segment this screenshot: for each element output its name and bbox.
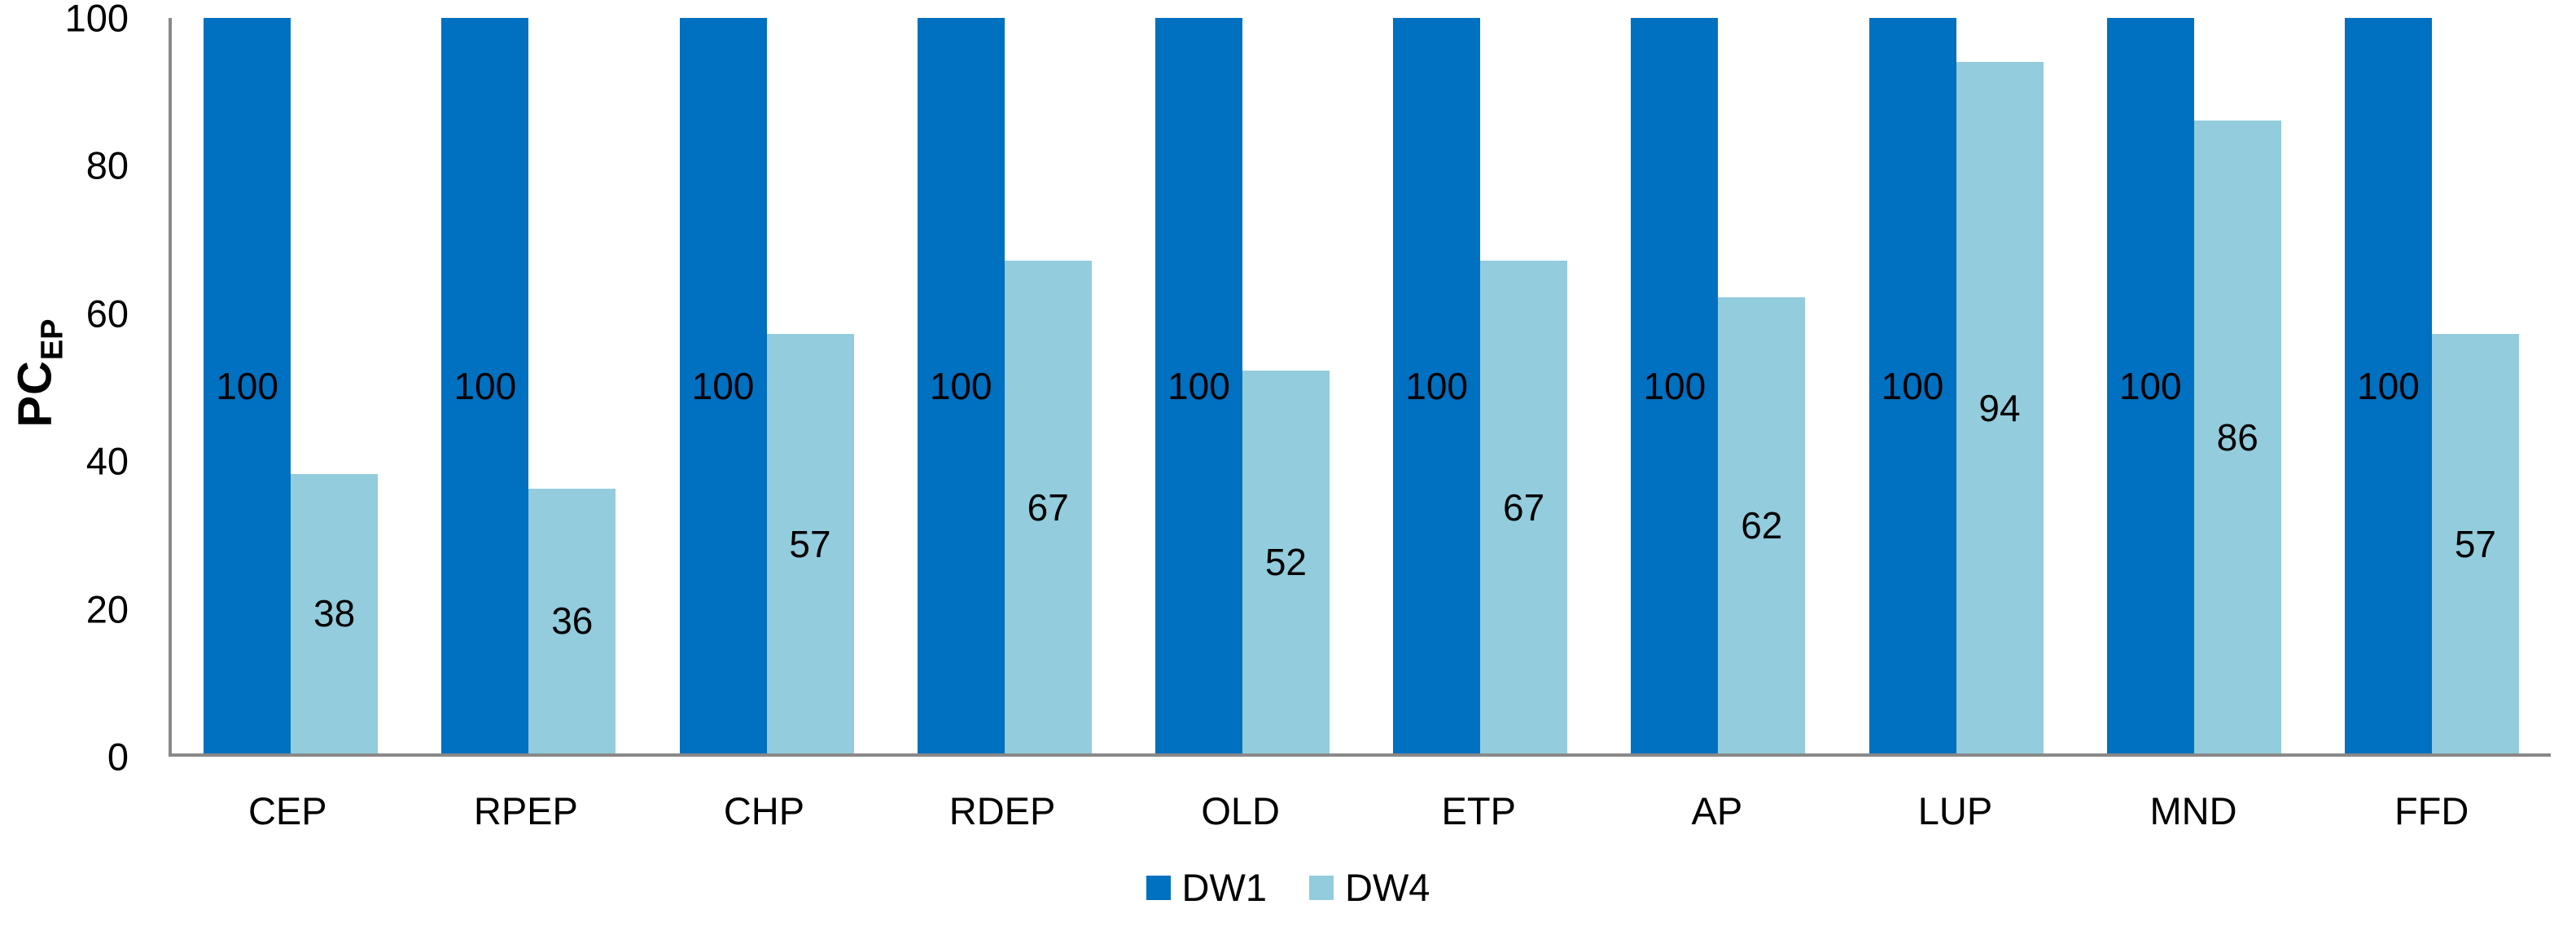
x-tick-label-ap: AP xyxy=(1691,789,1743,832)
x-tick-label-lup: LUP xyxy=(1917,789,1993,832)
bar-group-ap: 100 62 xyxy=(1599,18,1837,753)
x-tick-label-rdep: RDEP xyxy=(948,789,1056,832)
x-tick-label-rpep: RPEP xyxy=(473,789,578,832)
bar-dw1-etp: 100 xyxy=(1393,18,1481,753)
y-tick-label: 80 xyxy=(85,143,129,187)
legend-item-dw4: DW4 xyxy=(1309,868,1430,907)
bar-group-rdep: 100 67 xyxy=(886,18,1124,753)
bar-data-label: 100 xyxy=(216,364,278,407)
y-tick-label: 20 xyxy=(85,587,129,631)
y-tick-label: 0 xyxy=(107,735,129,779)
bar-group-etp: 100 67 xyxy=(1361,18,1599,753)
bar-data-label: 94 xyxy=(1978,386,2021,429)
bar-group-lup: 100 94 xyxy=(1837,18,2074,753)
bar-data-label: 100 xyxy=(1643,364,1706,407)
legend-label: DW1 xyxy=(1181,866,1267,909)
bar-data-label: 100 xyxy=(2118,364,2182,407)
bar-dw4-ap: 62 xyxy=(1718,297,1806,753)
bar-data-label: 100 xyxy=(691,364,755,407)
bar-dw1-cep: 100 xyxy=(204,18,291,753)
y-tick-label: 100 xyxy=(64,0,129,40)
bar-dw4-chp: 57 xyxy=(766,334,854,753)
bar-dw1-rdep: 100 xyxy=(917,18,1005,753)
bar-dw1-ap: 100 xyxy=(1631,18,1719,753)
bar-dw1-old: 100 xyxy=(1154,18,1242,753)
bar-dw1-mnd: 100 xyxy=(2106,18,2194,753)
bar-data-label: 52 xyxy=(1264,541,1307,584)
bar-group-chp: 100 57 xyxy=(647,18,885,753)
bar-data-label: 67 xyxy=(1027,485,1069,529)
bar-dw1-rpep: 100 xyxy=(441,18,529,753)
bar-data-label: 62 xyxy=(1741,504,1783,547)
legend: DW1 DW4 xyxy=(0,868,2576,907)
bar-data-label: 100 xyxy=(929,364,992,407)
x-tick-label-ffd: FFD xyxy=(2394,789,2469,832)
bar-dw4-old: 52 xyxy=(1242,371,1330,753)
bar-data-label: 36 xyxy=(551,599,594,643)
bar-data-label: 86 xyxy=(2216,415,2258,459)
bar-dw1-ffd: 100 xyxy=(2344,18,2432,753)
legend-swatch-icon xyxy=(1309,875,1334,900)
x-tick-label-old: OLD xyxy=(1201,789,1280,832)
legend-swatch-icon xyxy=(1146,875,1171,900)
bar-dw1-lup: 100 xyxy=(1868,18,1956,753)
x-axis-category-labels: CEP RPEP CHP RDEP OLD ETP AP LUP MND FFD xyxy=(169,788,2551,834)
x-tick-label-mnd: MND xyxy=(2149,789,2237,832)
bar-data-label: 67 xyxy=(1503,485,1545,529)
bar-dw4-mnd: 86 xyxy=(2193,121,2281,753)
bar-data-label: 57 xyxy=(2454,522,2496,565)
bar-dw4-cep: 38 xyxy=(291,473,379,753)
legend-item-dw1: DW1 xyxy=(1146,868,1267,907)
bar-dw4-lup: 94 xyxy=(1956,62,2044,753)
bar-dw4-rdep: 67 xyxy=(1004,261,1092,753)
bar-data-label: 100 xyxy=(1168,364,1230,407)
bar-data-label: 38 xyxy=(313,592,356,635)
bar-data-label: 100 xyxy=(2357,364,2420,407)
y-tick-label: 40 xyxy=(85,439,129,483)
bar-data-label: 100 xyxy=(1405,364,1468,407)
bar-group-mnd: 100 86 xyxy=(2075,18,2313,753)
y-tick-label: 60 xyxy=(85,292,129,336)
x-tick-label-chp: CHP xyxy=(723,789,805,832)
legend-label: DW4 xyxy=(1345,866,1430,909)
x-tick-label-etp: ETP xyxy=(1441,789,1516,832)
bar-dw4-rpep: 36 xyxy=(528,488,616,753)
bar-dw4-ffd: 57 xyxy=(2431,334,2519,753)
bar-dw1-chp: 100 xyxy=(679,18,767,753)
y-axis-ticks: 0 20 40 60 80 100 xyxy=(0,0,129,931)
bar-group-old: 100 52 xyxy=(1124,18,1361,753)
x-tick-label-cep: CEP xyxy=(248,789,327,832)
bar-dw4-etp: 67 xyxy=(1480,261,1568,753)
bar-group-ffd: 100 57 xyxy=(2313,18,2551,753)
bar-group-cep: 100 38 xyxy=(172,18,410,753)
bar-data-label: 100 xyxy=(1881,364,1944,407)
bar-data-label: 57 xyxy=(789,522,831,565)
plot-area: 100 38 100 36 100 57 100 67 100 52 100 67 100 62 100 94… xyxy=(169,18,2551,757)
bar-group-rpep: 100 36 xyxy=(410,18,647,753)
bar-data-label: 100 xyxy=(453,364,517,407)
